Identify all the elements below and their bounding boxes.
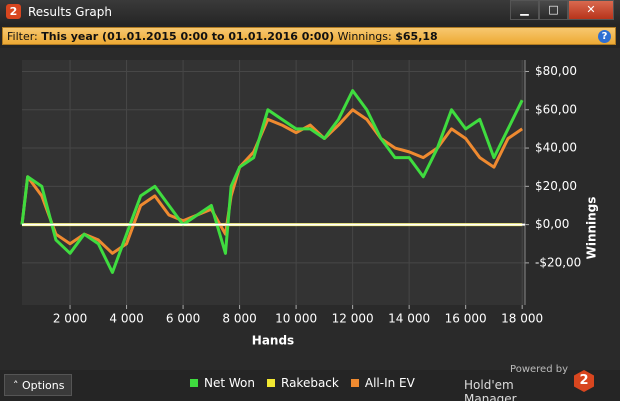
x-tick-label: 12 000: [332, 312, 374, 326]
x-tick-label: 14 000: [388, 312, 430, 326]
brand-logo: 2: [574, 370, 594, 392]
branding: Powered by Hold'em Manager 2: [464, 364, 614, 401]
legend: Net Won Rakeback All-In EV: [190, 376, 427, 390]
y-tick-label: $40,00: [535, 141, 577, 155]
legend-item[interactable]: All-In EV: [350, 376, 415, 390]
close-button[interactable]: ✕: [568, 0, 614, 20]
plot-area: [22, 60, 525, 305]
filter-label: Filter:: [7, 30, 38, 43]
powered-by: Powered by: [510, 364, 568, 375]
y-tick-label: $0,00: [535, 217, 569, 231]
brand-name: Hold'em Manager: [464, 378, 517, 401]
legend-item[interactable]: Net Won: [190, 376, 255, 390]
filter-period: This year (01.01.2015 0:00 to 01.01.2016…: [41, 30, 335, 43]
x-tick-label: 16 000: [445, 312, 487, 326]
legend-swatch: [190, 379, 198, 387]
winnings-label: Winnings:: [337, 30, 392, 43]
legend-label: Net Won: [204, 376, 255, 390]
x-axis-label: Hands: [252, 334, 294, 348]
options-button[interactable]: ˄ Options: [4, 374, 72, 396]
y-tick-label: -$20,00: [535, 255, 581, 269]
minimize-button[interactable]: ▁: [510, 0, 539, 20]
x-tick-label: 6 000: [166, 312, 200, 326]
legend-swatch: [350, 379, 359, 387]
bottom-bar: ˄ Options Net Won Rakeback All-In EV Power…: [0, 364, 620, 401]
help-button[interactable]: ?: [598, 30, 611, 43]
x-tick-label: 18 000: [501, 312, 543, 326]
legend-label: All-In EV: [364, 376, 415, 390]
app-logo: 2: [6, 4, 21, 19]
legend-label: Rakeback: [281, 376, 339, 390]
chart: Hands Winnings -$20,00 $0,00 $20,00 $40,00 $…: [0, 48, 620, 370]
legend-swatch: [267, 379, 275, 387]
y-tick-label: $80,00: [535, 64, 577, 78]
y-tick-label: $20,00: [535, 179, 577, 193]
x-tick-label: 10 000: [275, 312, 317, 326]
x-tick-label: 4 000: [109, 312, 143, 326]
window-buttons: ▁ □ ✕: [510, 0, 614, 20]
window-title: Results Graph: [28, 5, 112, 19]
x-tick-label: 2 000: [53, 312, 87, 326]
x-tick-label: 8 000: [222, 312, 256, 326]
filter-bar: Filter: This year (01.01.2015 0:00 to 01…: [2, 27, 616, 45]
y-axis-label: Winnings: [585, 197, 599, 260]
y-tick-label: $60,00: [535, 102, 577, 116]
maximize-button[interactable]: □: [539, 0, 568, 20]
title-bar: 2 Results Graph ▁ □ ✕: [0, 0, 620, 24]
legend-item[interactable]: Rakeback: [267, 376, 339, 390]
series-line: [20, 89, 524, 274]
winnings-value: $65,18: [395, 30, 438, 43]
